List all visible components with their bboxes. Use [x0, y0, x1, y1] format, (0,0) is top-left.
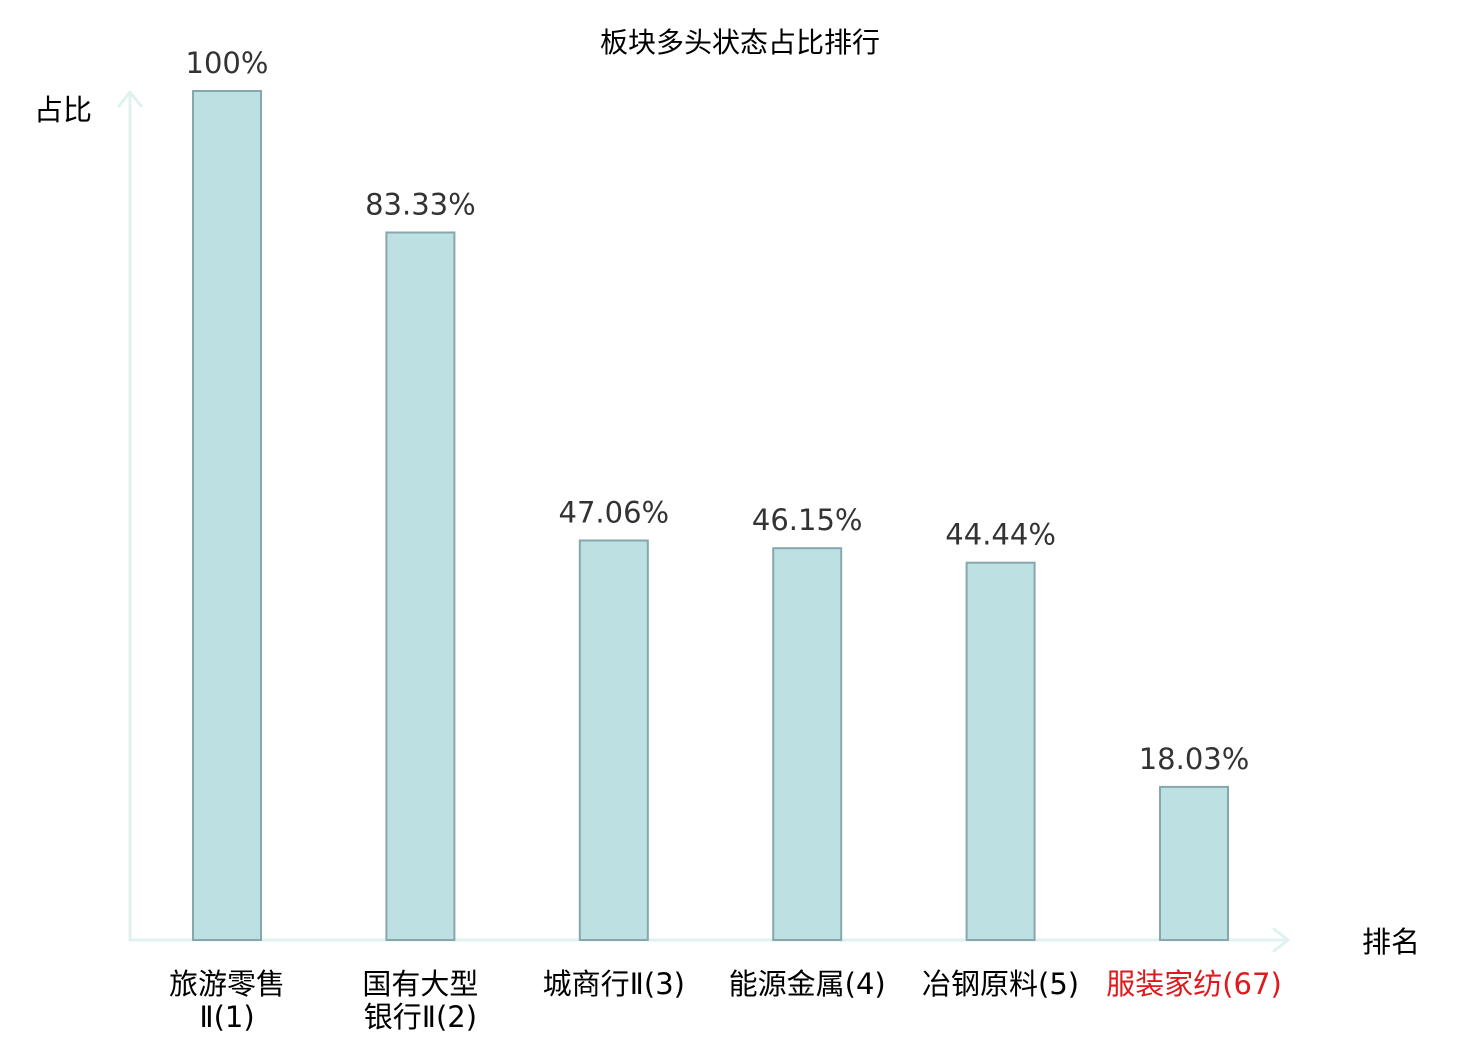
x-axis-label: 排名 — [1362, 925, 1420, 959]
category-label-line: Ⅱ(1) — [199, 1000, 254, 1034]
y-axis-label: 占比 — [34, 93, 92, 127]
category-label-line: 冶钢原料(5) — [922, 967, 1079, 1001]
y-axis-arrow — [117, 90, 143, 108]
category-label-line: 城商行Ⅱ(3) — [543, 967, 685, 1001]
chart-title: 板块多头状态占比排行 — [600, 26, 880, 59]
value-label: 18.03% — [1139, 742, 1250, 776]
category-label: 能源金属(4) — [729, 967, 886, 1001]
bar — [578, 539, 649, 941]
bar — [1159, 785, 1229, 942]
category-label: 冶钢原料(5) — [922, 967, 1079, 1001]
category-label: 城商行Ⅱ(3) — [543, 967, 685, 1001]
bar — [965, 561, 1036, 941]
category-label-line: 能源金属(4) — [729, 967, 886, 1001]
bar — [385, 231, 456, 941]
category-labels: 旅游零售 Ⅱ(1) 国有大型银行Ⅱ(2) 城商行Ⅱ(3) 能源金属(4) 冶钢原料(5) 服… — [169, 967, 1282, 1034]
category-label: 服装家纺(67) — [1106, 967, 1282, 1001]
value-label: 100% — [186, 46, 269, 80]
x-axis-arrow — [1272, 927, 1290, 953]
value-label: 46.15% — [752, 503, 863, 537]
value-label: 44.44% — [945, 518, 1056, 552]
bars — [192, 90, 1229, 942]
bar — [192, 90, 262, 941]
category-label: 旅游零售 Ⅱ(1) — [169, 967, 285, 1034]
category-label-line: 银行Ⅱ(2) — [364, 1000, 477, 1034]
axes — [117, 90, 1290, 953]
value-label: 83.33% — [365, 188, 476, 222]
bar — [772, 547, 843, 941]
value-labels: 100% 83.33% 47.06% 46.15% 44.44% 18.03% — [186, 46, 1250, 776]
category-label-line: 国有大型 — [362, 967, 478, 1001]
value-label: 47.06% — [559, 496, 670, 530]
category-label-line: 服装家纺(67) — [1106, 967, 1282, 1001]
category-label: 国有大型银行Ⅱ(2) — [362, 967, 478, 1034]
category-label-line: 旅游零售 — [169, 967, 285, 1001]
